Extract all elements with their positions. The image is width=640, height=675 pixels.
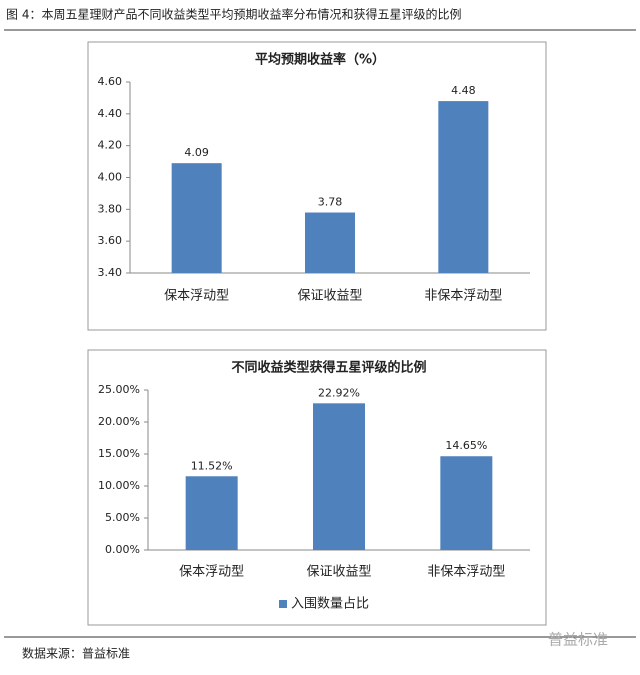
bar [438,101,489,273]
value-label: 4.09 [184,146,209,159]
y-tick-label: 4.00 [98,171,123,184]
caption: 图 4：本周五星理财产品不同收益类型平均预期收益率分布情况和获得五星评级的比例 [6,7,461,22]
y-tick-label: 4.20 [98,139,123,152]
value-label: 14.65% [445,439,487,452]
y-tick-label: 4.40 [98,107,123,120]
x-tick-label: 非保本浮动型 [427,565,505,580]
y-tick-label: 10.00% [98,479,140,492]
chart-title: 不同收益类型获得五星评级的比例 [231,360,426,376]
source: 数据来源：普益标准 [22,646,130,661]
bar [305,212,355,273]
y-tick-label: 20.00% [98,415,140,428]
y-tick-label: 3.80 [98,202,123,215]
bar [185,476,238,550]
chart-title: 平均预期收益率（%） [255,52,385,68]
bar [440,456,493,550]
x-tick-label: 保本浮动型 [179,565,244,580]
bar [313,403,365,550]
y-tick-label: 0.00% [105,543,140,556]
y-tick-label: 3.40 [98,266,123,279]
y-tick-label: 15.00% [98,447,140,460]
value-label: 4.48 [451,84,476,97]
x-tick-label: 保本浮动型 [164,289,229,304]
y-tick-label: 4.60 [98,75,123,88]
watermark: 普益标准 [548,631,608,649]
x-tick-label: 保证收益型 [306,565,371,580]
y-tick-label: 5.00% [105,511,140,524]
x-tick-label: 非保本浮动型 [424,289,502,304]
x-tick-label: 保证收益型 [297,289,362,304]
value-label: 3.78 [318,196,343,209]
legend-label: 入围数量占比 [291,597,369,612]
bar [171,163,222,273]
value-label: 22.92% [318,386,360,399]
value-label: 11.52% [191,459,233,472]
y-tick-label: 3.60 [98,234,123,247]
legend-swatch [279,600,287,608]
y-tick-label: 25.00% [98,383,140,396]
